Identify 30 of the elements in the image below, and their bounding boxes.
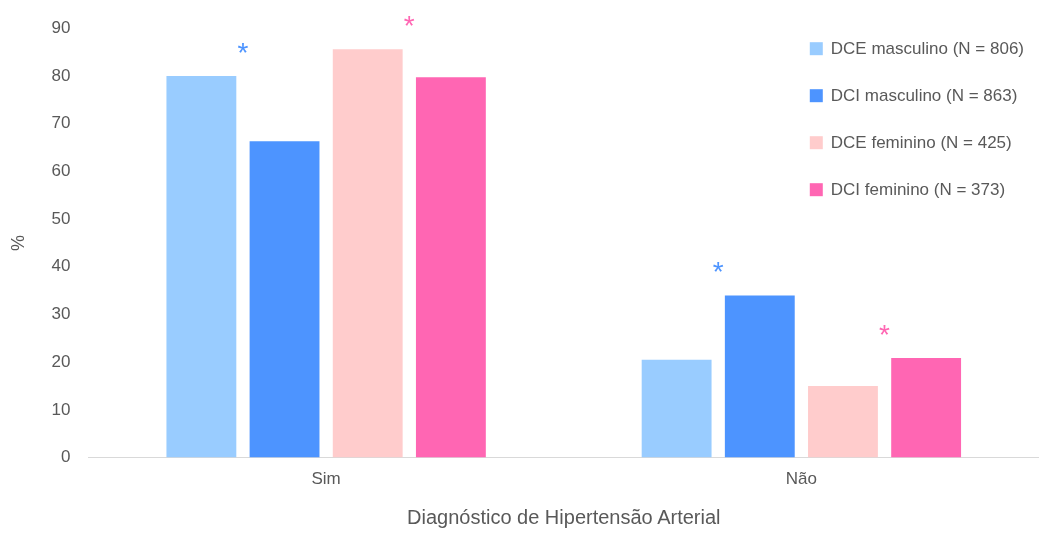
bar: [808, 386, 878, 458]
bar: [415, 77, 486, 458]
bar: [724, 295, 795, 458]
y-tick-label: 0: [61, 447, 71, 467]
bar: [641, 359, 712, 458]
y-tick-label: 80: [51, 65, 71, 85]
bar: [249, 141, 320, 458]
y-tick-label: 50: [51, 208, 71, 228]
legend-label: DCI feminino (N = 373): [830, 179, 1006, 199]
legend-label: DCE feminino (N = 425): [830, 132, 1012, 152]
x-tick-label: Não: [785, 469, 817, 489]
legend-label: DCI masculino (N = 863): [830, 85, 1018, 105]
y-tick-label: 70: [51, 113, 71, 133]
bar: [332, 49, 403, 458]
y-tick-label: 40: [51, 256, 71, 276]
y-tick-label: 10: [51, 399, 71, 419]
bar: [166, 75, 237, 458]
y-tick-label: 60: [51, 161, 71, 181]
legend-label: DCE masculino (N = 806): [830, 38, 1025, 58]
annotation: *: [879, 318, 891, 350]
x-axis-title: Diagnóstico de Hipertensão Arterial: [407, 505, 721, 528]
bar: [891, 357, 962, 458]
annotation: *: [403, 9, 415, 41]
y-tick-label: 90: [51, 17, 71, 37]
y-axis-title: %: [7, 234, 28, 251]
x-tick-label: Sim: [311, 469, 341, 489]
annotation: *: [237, 36, 249, 68]
y-tick-label: 30: [51, 304, 71, 324]
annotation: *: [712, 256, 724, 288]
y-tick-label: 20: [51, 351, 71, 371]
